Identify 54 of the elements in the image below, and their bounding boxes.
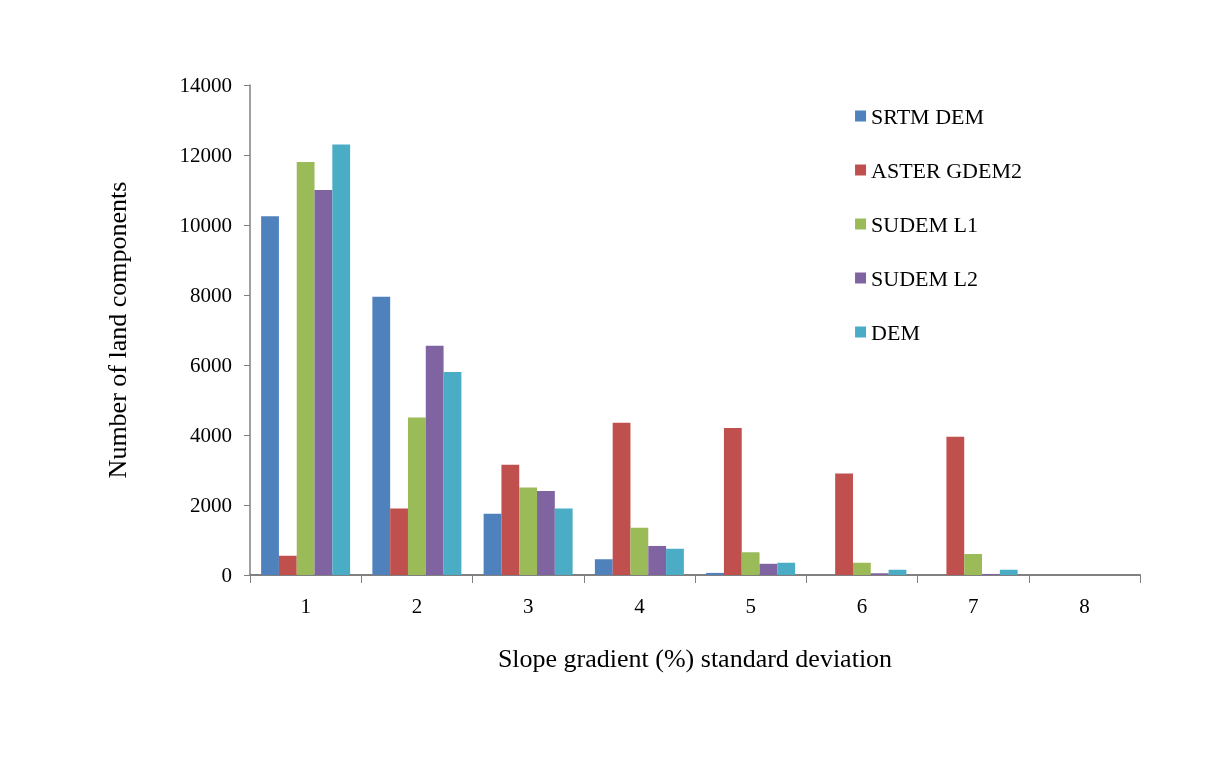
bar bbox=[777, 562, 796, 575]
y-tick-label: 2000 bbox=[190, 493, 232, 517]
bar bbox=[612, 422, 631, 575]
x-tick-label: 6 bbox=[856, 593, 868, 618]
bar bbox=[741, 552, 760, 575]
bar bbox=[501, 464, 520, 575]
bar bbox=[296, 162, 315, 575]
bar bbox=[372, 296, 391, 575]
y-tick-label: 12000 bbox=[179, 143, 232, 167]
bar bbox=[314, 190, 333, 575]
y-tick-label: 6000 bbox=[190, 353, 232, 377]
x-tick-label: 5 bbox=[745, 593, 756, 618]
bar bbox=[999, 569, 1018, 575]
bar bbox=[835, 473, 853, 575]
bar bbox=[278, 555, 297, 575]
bar bbox=[261, 216, 279, 575]
bar bbox=[537, 491, 555, 575]
y-tick-label: 0 bbox=[221, 563, 232, 587]
bar bbox=[666, 548, 684, 575]
legend-label: SRTM DEM bbox=[871, 103, 985, 129]
bar bbox=[648, 545, 667, 575]
bar bbox=[519, 487, 538, 575]
bar bbox=[425, 345, 444, 575]
x-tick-label: 7 bbox=[967, 593, 979, 618]
y-tick-label: 4000 bbox=[190, 423, 232, 447]
x-axis-title: Slope gradient (%) standard deviation bbox=[497, 643, 893, 673]
bar bbox=[964, 554, 983, 575]
bar bbox=[443, 372, 462, 575]
bar bbox=[706, 572, 724, 575]
y-tick-label: 10000 bbox=[179, 213, 232, 237]
y-axis-title: Number of land components bbox=[102, 181, 132, 479]
bar bbox=[554, 508, 573, 575]
bar bbox=[390, 508, 408, 575]
bar bbox=[594, 559, 613, 575]
bar bbox=[332, 144, 351, 575]
x-tick-label: 1 bbox=[300, 593, 311, 618]
x-tick-label: 8 bbox=[1079, 593, 1090, 618]
x-tick-label: 4 bbox=[634, 593, 646, 618]
legend-label: DEM bbox=[871, 319, 920, 345]
x-tick-label: 3 bbox=[522, 593, 534, 618]
y-tick-label: 8000 bbox=[190, 283, 232, 307]
bar bbox=[946, 436, 965, 575]
bar bbox=[407, 417, 426, 575]
bar bbox=[483, 513, 502, 575]
bar bbox=[630, 527, 649, 575]
bar bbox=[759, 563, 778, 575]
x-tick-label: 2 bbox=[411, 593, 423, 618]
legend-label: SUDEM L1 bbox=[871, 211, 978, 237]
y-tick-label: 14000 bbox=[179, 73, 232, 97]
bar bbox=[888, 569, 907, 575]
legend-label: ASTER GDEM2 bbox=[871, 157, 1022, 183]
bar bbox=[852, 562, 871, 575]
legend-label: SUDEM L2 bbox=[871, 265, 978, 291]
bar bbox=[723, 428, 742, 575]
